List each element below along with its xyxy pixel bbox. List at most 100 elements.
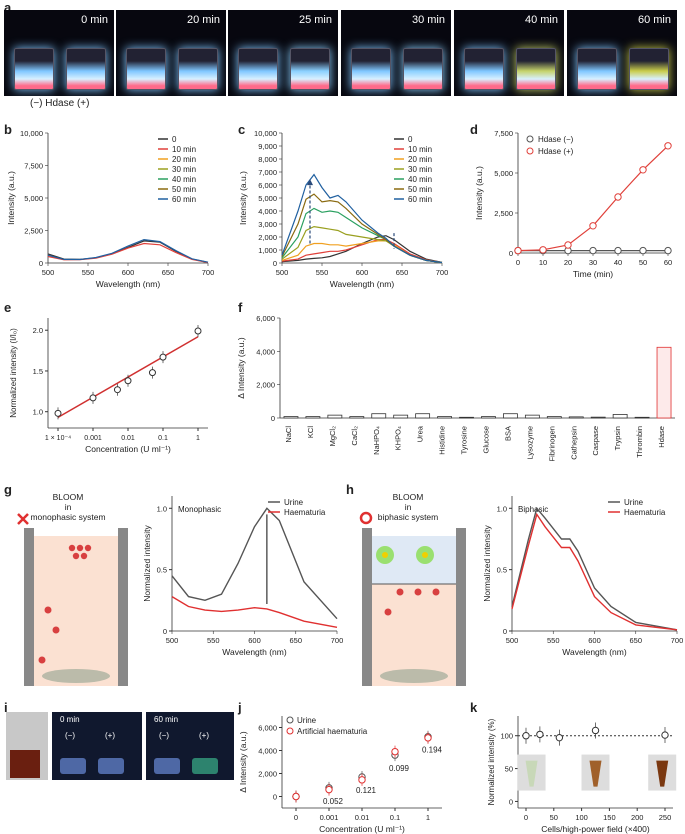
chart-f-category-label: CaCl₂	[350, 426, 359, 446]
chart-c-ytick-label: 7,000	[258, 168, 277, 177]
chart-g-series-line	[171, 595, 338, 628]
panel-label-b: b	[4, 122, 12, 137]
h-bloom-in: in	[405, 502, 412, 512]
chart-h-xlabel: Wavelength (nm)	[562, 647, 627, 657]
chart-d-xtick-label: 0	[516, 258, 520, 267]
chart-d-xtick-label: 20	[564, 258, 572, 267]
chart-b-xtick-label: 700	[202, 268, 215, 277]
chart-d-xtick-label: 10	[539, 258, 547, 267]
chart-b-legend-label: 20 min	[172, 155, 196, 164]
vial	[290, 48, 330, 90]
vial	[14, 48, 54, 90]
chart-j-ytick-label: 2,000	[258, 770, 277, 779]
chart-b-ytick-label: 7,500	[24, 162, 43, 171]
g-tube-wall-left	[24, 528, 34, 686]
vial	[66, 48, 106, 90]
chart-c-xtick-label: 550	[316, 268, 329, 277]
panel-label-f: f	[238, 300, 243, 315]
chart-b-legend-label: 50 min	[172, 185, 196, 194]
g-bloom-in: in	[65, 502, 72, 512]
chart-d-xtick-label: 60	[664, 258, 672, 267]
photo-time-label: 40 min	[524, 14, 558, 26]
chart-d-ytick-label: 0	[509, 249, 513, 258]
chart-j-point	[424, 734, 432, 742]
chart-f-ytick-label: 6,000	[256, 314, 275, 323]
chart-c-legend-label: 0	[408, 135, 413, 144]
chart-d-legend-label: Hdase (−)	[538, 135, 574, 144]
chart-h-series-line	[511, 506, 678, 631]
chart-j-annotation: 0.099	[389, 764, 410, 773]
chart-j-annotation: 0.121	[356, 786, 377, 795]
chart-f-ytick-label: 2,000	[256, 381, 275, 390]
chart-k-xtick-label: 150	[603, 813, 616, 822]
g-rising-cell	[52, 626, 60, 634]
chart-c-xtick-label: 650	[396, 268, 409, 277]
chart-f-category-label: MgCl₂	[328, 426, 337, 447]
chart-g-xlabel: Wavelength (nm)	[222, 647, 287, 657]
chart-f-category-label: BSA	[503, 426, 512, 441]
chart-j-annotation: 0.052	[323, 797, 344, 806]
chart-k-ytick-label: 100	[500, 732, 513, 741]
chart-f-bar	[437, 416, 452, 419]
chart-k-point	[522, 732, 530, 740]
chart-j-xlabel: Concentration (U ml⁻¹)	[319, 824, 405, 834]
g-bloom-title: BLOOM	[53, 492, 84, 502]
panel-label-e: e	[4, 300, 12, 315]
chart-d-point	[589, 246, 597, 255]
vial-photo: 0 min	[4, 10, 114, 96]
chart-d-ytick-label: 7,500	[494, 129, 513, 138]
chart-e-ylabel: Normalized intensity (I/I₀)	[9, 328, 18, 418]
chart-h-ytick-label: 1.0	[497, 504, 507, 513]
chart-g-series-line	[171, 507, 338, 620]
chart-b-ytick-label: 0	[39, 259, 43, 268]
chart-c-ytick-label: 0	[273, 259, 277, 268]
chart-j-xtick-label: 0.001	[320, 813, 339, 822]
chart-g-plot-title: Monophasic	[178, 505, 221, 514]
chart-d-point	[614, 193, 622, 201]
chart-b-legend-label: 30 min	[172, 165, 196, 174]
h-bloom-center	[382, 552, 388, 558]
chart-f-category-label: KCl	[306, 426, 315, 438]
chart-c-legend-label: 40 min	[408, 175, 432, 184]
vial	[516, 48, 556, 90]
chart-d-xlabel: Time (min)	[573, 269, 613, 279]
chart-h-xtick-label: 600	[588, 636, 601, 645]
g-bloom-system: monophasic system	[30, 512, 105, 522]
panel-label-h: h	[346, 482, 354, 497]
chart-f-category-label: Hdase	[657, 426, 666, 448]
chart-c-series-line	[281, 207, 443, 264]
chart-d-point	[539, 246, 547, 254]
chart-f-bar	[590, 416, 606, 419]
chart-d-point	[514, 246, 522, 255]
g-cluster-cell	[84, 544, 92, 552]
photo-time-label: 20 min	[186, 14, 220, 26]
chart-g-legend-label: Haematuria	[284, 508, 326, 517]
chart-f-category-label: Glucose	[481, 426, 490, 454]
chart-j-legend-label: Artificial haematuria	[297, 727, 368, 736]
chart-c-legend-label: 30 min	[408, 165, 432, 174]
vial	[464, 48, 504, 90]
chart-e-xtick-label: 1 × 10⁻⁴	[45, 435, 71, 442]
chart-d-xtick-label: 30	[589, 258, 597, 267]
chart-j-legend-swatch	[286, 727, 294, 735]
chart-d-legend-swatch	[526, 135, 534, 143]
h-tube-wall-right	[456, 528, 466, 686]
chart-b-legend-label: 40 min	[172, 175, 196, 184]
chart-g-xtick-label: 550	[207, 636, 220, 645]
chart-g-xtick-label: 650	[289, 636, 302, 645]
chart-h-legend-label: Urine	[624, 498, 644, 507]
chart-f-category-label: NaHPO₄	[372, 426, 381, 455]
h-tube-wall-left	[362, 528, 372, 686]
h-cell	[384, 608, 392, 616]
chart-f-category-label: Caspase	[591, 426, 600, 456]
vial-photo: 60 min	[567, 10, 677, 96]
chart-e-point	[124, 377, 132, 385]
chart-g-ytick-label: 0	[163, 627, 167, 636]
chart-f-ylabel: Δ Intensity (a.u.)	[236, 337, 246, 399]
chart-c-ytick-label: 9,000	[258, 142, 277, 151]
chart-h-xtick-label: 650	[629, 636, 642, 645]
chart-c-legend-label: 20 min	[408, 155, 432, 164]
chart-d-series-line	[517, 145, 669, 252]
photo-time-label: 0 min	[81, 14, 108, 26]
chart-j-point	[292, 792, 300, 801]
